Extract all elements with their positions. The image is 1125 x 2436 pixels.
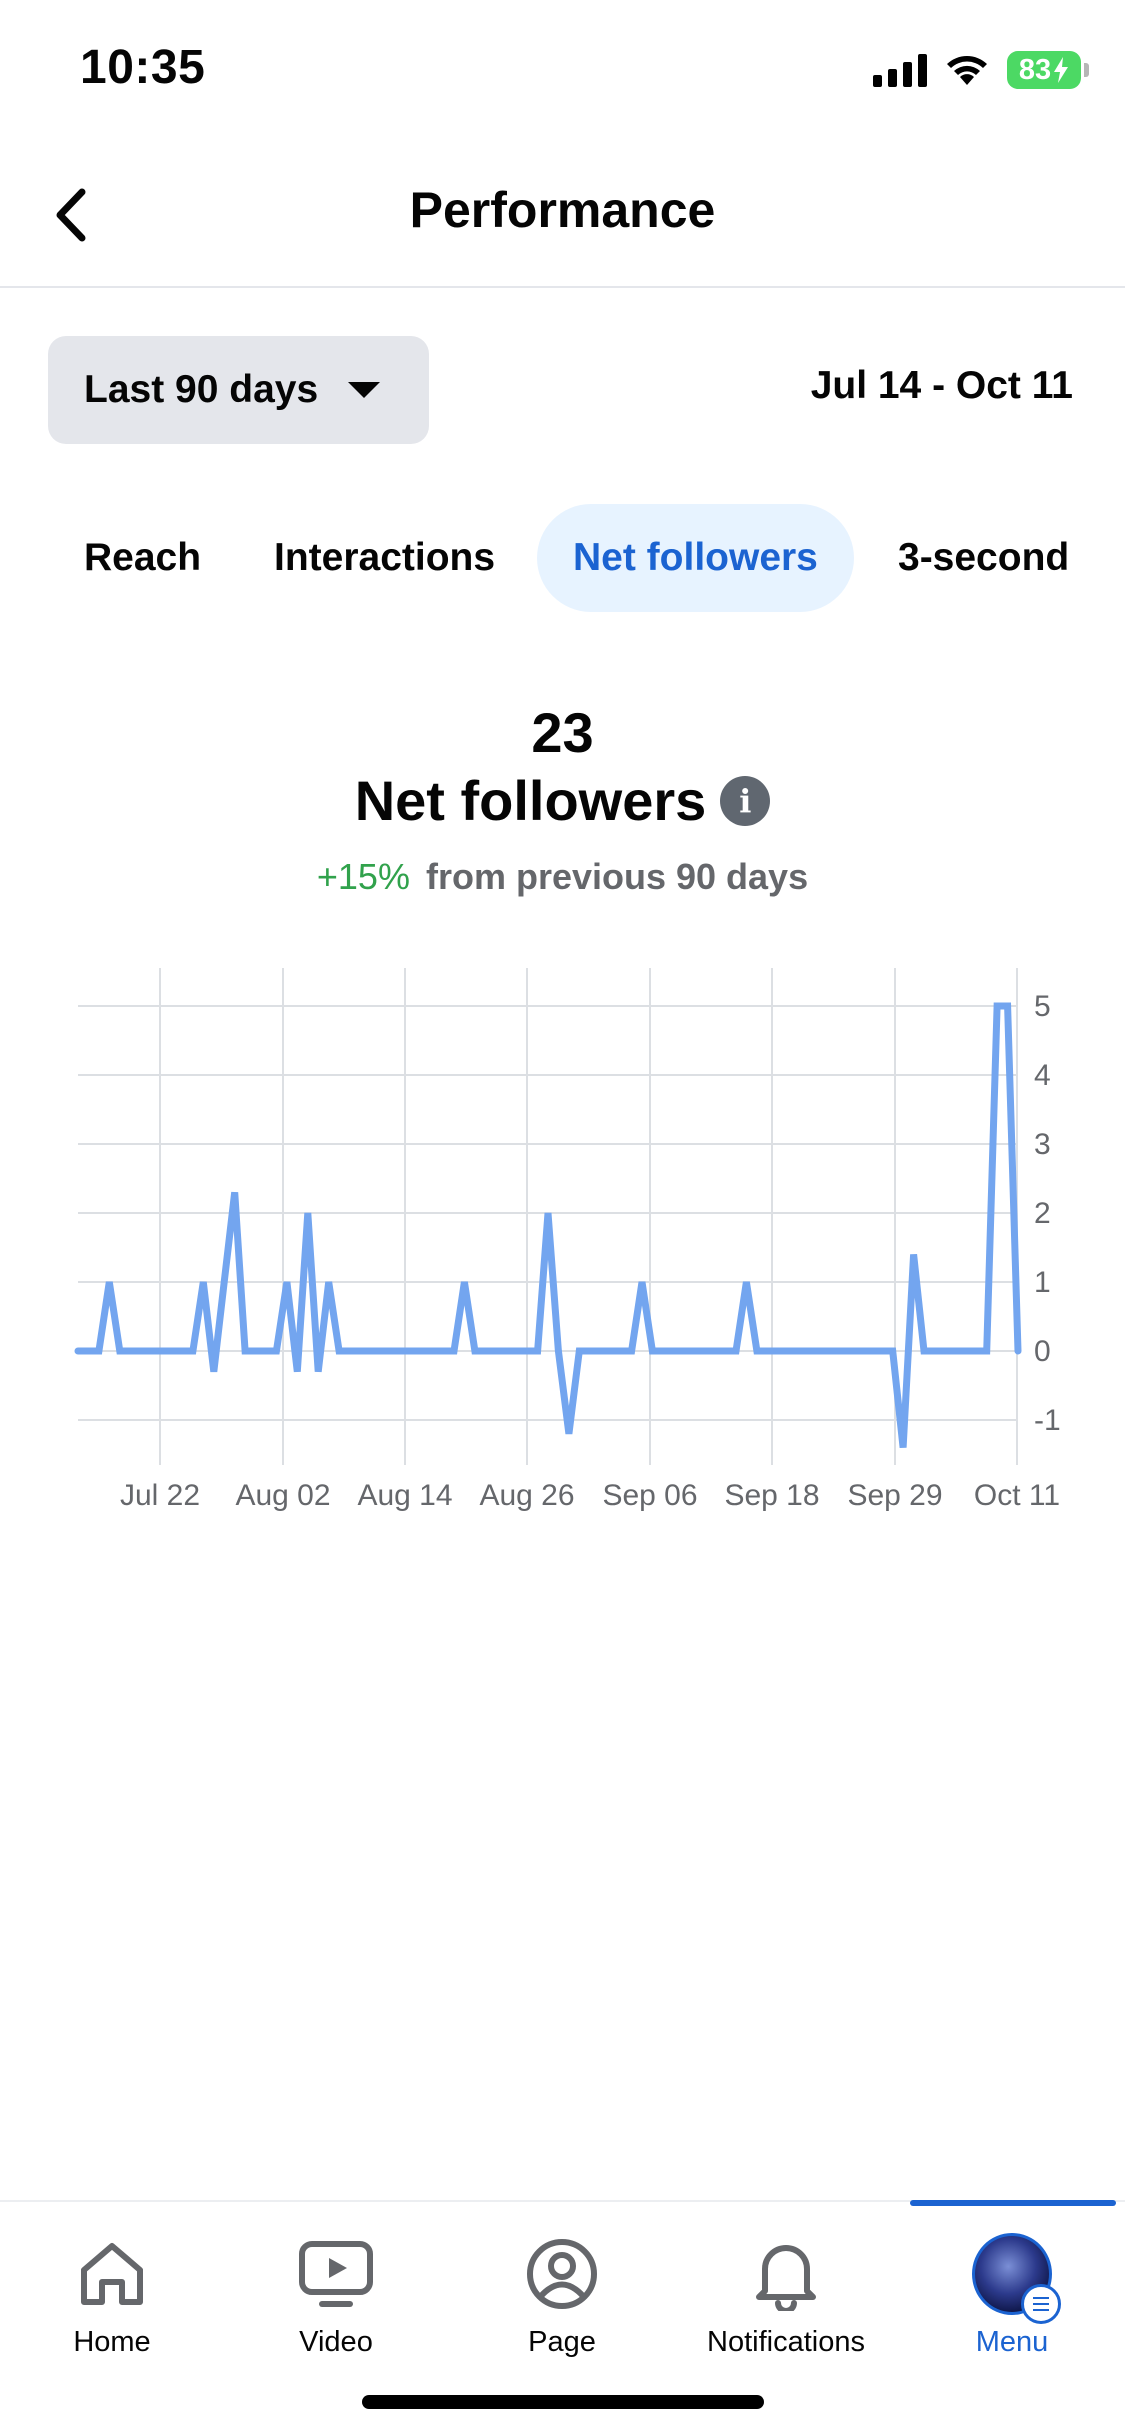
tab-bar-video[interactable]: Video xyxy=(236,2202,436,2372)
tab-net-followers[interactable]: Net followers xyxy=(537,504,854,612)
battery-level: 83 xyxy=(1018,53,1052,86)
chevron-left-icon xyxy=(56,188,86,242)
avatar-wrapper xyxy=(972,2233,1061,2324)
tab-interactions[interactable]: Interactions xyxy=(274,536,496,579)
summary-value: 23 xyxy=(531,701,594,764)
change-description: from previous 90 days xyxy=(425,856,809,897)
y-tick-label: 1 xyxy=(1034,1266,1051,1299)
date-range-dropdown[interactable]: Last 90 days xyxy=(48,336,429,444)
net-followers-series-line xyxy=(74,1002,1022,1448)
summary-title-row: Net followers i xyxy=(0,768,1125,833)
change-percent: +15% xyxy=(316,856,410,897)
summary-title: Net followers xyxy=(354,769,707,832)
status-bar: 10:35 83 xyxy=(0,0,1125,140)
tab-bar-notifications[interactable]: Notifications xyxy=(686,2202,886,2372)
y-tick-label: 5 xyxy=(1034,990,1051,1023)
x-tick-label: Sep 18 xyxy=(724,1479,819,1512)
charging-bolt-icon xyxy=(1054,57,1069,83)
range-label: Last 90 days xyxy=(84,368,319,411)
wifi-icon xyxy=(947,56,987,85)
x-tick-label: Aug 26 xyxy=(479,1479,574,1512)
x-tick-label: Jul 22 xyxy=(120,1479,200,1512)
tab-3-second[interactable]: 3-second xyxy=(898,536,1070,579)
page-icon xyxy=(522,2234,602,2314)
home-icon xyxy=(72,2234,152,2314)
back-button[interactable] xyxy=(40,180,100,250)
date-range-text: Jul 14 - Oct 11 xyxy=(810,364,1073,407)
y-tick-label: 3 xyxy=(1034,1128,1051,1161)
tab-bar-home[interactable]: Home xyxy=(12,2202,212,2372)
tab-reach[interactable]: Reach xyxy=(84,536,202,579)
avatar xyxy=(972,2233,1061,2324)
active-tab-indicator xyxy=(910,2200,1116,2206)
x-tick-label: Aug 02 xyxy=(235,1479,330,1512)
cellular-signal-icon xyxy=(873,53,927,87)
tab-bar-label: Menu xyxy=(975,2326,1049,2358)
x-tick-label: Sep 06 xyxy=(602,1479,697,1512)
y-tick-label: -1 xyxy=(1034,1404,1061,1437)
status-time: 10:35 xyxy=(80,41,206,94)
tab-bar-page[interactable]: Page xyxy=(462,2202,662,2372)
x-tick-label: Oct 11 xyxy=(974,1479,1060,1512)
y-tick-label: 4 xyxy=(1034,1059,1051,1092)
header: Performance xyxy=(0,150,1125,288)
video-icon xyxy=(296,2234,376,2314)
bell-icon xyxy=(746,2234,826,2314)
change-row: +15% from previous 90 days xyxy=(0,856,1125,898)
net-followers-chart: 5 4 3 2 1 0 -1 Jul 22 Aug 02 Aug 14 Aug 26 Sep 06 Se… xyxy=(74,968,1061,1512)
status-icons: 83 xyxy=(873,48,1089,92)
tab-bar-label: Page xyxy=(528,2326,596,2358)
tab-bar-label: Video xyxy=(299,2326,373,2358)
menu-icon xyxy=(1021,2284,1061,2324)
tab-bar-menu[interactable]: Menu xyxy=(912,2202,1112,2372)
metric-tabs: Reach Interactions Net followers 3-secon… xyxy=(0,504,1125,612)
y-tick-label: 0 xyxy=(1034,1335,1051,1368)
x-tick-label: Aug 14 xyxy=(357,1479,452,1512)
tab-bar-label: Home xyxy=(73,2326,151,2358)
caret-down-icon xyxy=(348,382,381,398)
home-indicator xyxy=(362,2395,764,2409)
x-tick-label: Sep 29 xyxy=(847,1479,942,1512)
page-title: Performance xyxy=(409,182,716,238)
battery-icon: 83 xyxy=(1007,51,1089,89)
y-tick-label: 2 xyxy=(1034,1197,1051,1230)
info-icon[interactable]: i xyxy=(720,775,771,826)
tab-bar-label: Notifications xyxy=(707,2326,865,2358)
